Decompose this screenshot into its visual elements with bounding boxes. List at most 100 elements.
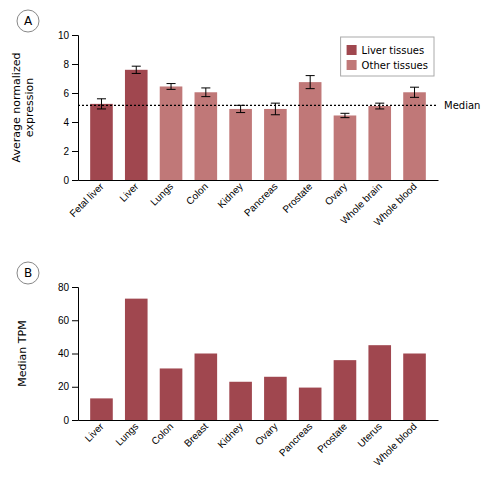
x-tick-label: Whole blood [372, 181, 419, 228]
x-tick: Prostate [280, 180, 314, 215]
bar [160, 86, 183, 180]
error-bar-cap [306, 88, 315, 89]
plot-area [90, 299, 426, 420]
error-bar [167, 84, 176, 90]
y-tick-label: 40 [58, 348, 70, 359]
bar [368, 345, 391, 420]
x-tick: Pancreas [242, 180, 280, 218]
y-axis-title-line: expression [23, 78, 36, 137]
bar [125, 299, 148, 420]
x-tick: Fetal liver [67, 180, 106, 219]
y-tick: 6 [63, 88, 78, 99]
y-tick: 0 [63, 415, 78, 426]
x-tick: Uterus [355, 420, 384, 449]
bar [229, 382, 252, 420]
x-tick-label: Liver [117, 180, 141, 204]
y-tick-label: 4 [63, 117, 69, 128]
x-tick: Breast [182, 420, 210, 449]
x-tick: Kidney [215, 420, 244, 450]
y-tick-label: 60 [58, 315, 70, 326]
y-axis-line [72, 288, 79, 421]
x-tick: Kidney [215, 180, 244, 210]
error-bar [410, 87, 419, 97]
error-bar [340, 113, 349, 117]
x-tick-label: Pancreas [242, 181, 280, 219]
error-bar-cap [167, 83, 176, 84]
error-bar-stem [414, 87, 415, 97]
x-tick-label: Fetal liver [67, 180, 106, 219]
y-axis-line [72, 36, 79, 181]
error-bar-stem [136, 66, 137, 73]
error-bar [375, 103, 384, 109]
median-label: Median [444, 100, 480, 111]
y-axis: 0 20 40 60 80 [58, 282, 79, 426]
error-bar-cap [410, 97, 419, 98]
y-tick-mark [72, 35, 78, 36]
x-tick-label: Lungs [113, 421, 140, 448]
bar [229, 109, 252, 180]
y-tick-label: 0 [63, 415, 69, 426]
x-tick-label: Kidney [215, 421, 244, 450]
x-tick: Liver [83, 420, 107, 444]
plot-area [78, 66, 438, 180]
x-axis: Fetal liverLiverLungsColonKidneyPancreas… [67, 180, 438, 228]
error-bar-cap [201, 96, 210, 97]
error-bar-cap [271, 103, 280, 104]
error-bar-cap [340, 113, 349, 114]
bar [90, 398, 113, 420]
y-tick-label: 6 [63, 88, 69, 99]
bar [299, 82, 322, 180]
y-tick-mark [72, 354, 78, 355]
y-tick-mark [72, 420, 78, 421]
chart: 0246810Fetal liverLiverLungsColonKidneyP… [0, 0, 500, 488]
bar [368, 106, 391, 180]
bar [90, 104, 113, 180]
x-tick: Prostate [315, 420, 349, 455]
error-bar-stem [240, 105, 241, 112]
bar [264, 109, 287, 180]
x-tick: Lungs [113, 420, 140, 448]
x-tick-label: Kidney [215, 181, 244, 210]
y-tick: 80 [58, 282, 78, 293]
error-bar-cap [97, 108, 106, 109]
error-bar [236, 105, 245, 112]
x-tick: Whole blood [372, 420, 419, 468]
y-tick: 2 [63, 146, 78, 157]
y-tick: 0 [63, 175, 78, 186]
y-tick-mark [72, 93, 78, 94]
y-tick: 20 [58, 381, 78, 392]
error-bar [201, 88, 210, 97]
y-tick-mark [72, 287, 78, 288]
y-tick-label: 0 [63, 175, 69, 186]
y-axis-title: Median TPM [16, 320, 29, 386]
y-tick-label: 80 [58, 282, 70, 293]
error-bar-cap [410, 87, 419, 88]
x-tick-label: Whole blood [372, 421, 419, 468]
error-bar [97, 99, 106, 109]
bar [334, 360, 357, 420]
bar [264, 377, 287, 420]
x-tick: Pancreas [277, 420, 315, 458]
x-tick-label: Colon [149, 421, 175, 447]
x-tick: Lungs [148, 180, 175, 208]
error-bar-cap [132, 66, 141, 67]
x-tick: Ovary [253, 420, 280, 447]
y-tick: 4 [63, 117, 78, 128]
x-tick-label: Ovary [323, 181, 350, 208]
y-tick-mark [72, 151, 78, 152]
panel-label-circle [17, 10, 39, 32]
x-tick-label: Uterus [355, 421, 384, 450]
legend-box [341, 37, 434, 76]
legend-label: Liver tissues [362, 45, 425, 56]
y-tick: 8 [63, 59, 78, 70]
x-tick-label: Prostate [315, 420, 349, 454]
panel-label-text: B [24, 266, 32, 280]
y-tick: 60 [58, 315, 78, 326]
x-axis: LiverLungs Colon BreastKidney OvaryPancreas… [79, 420, 439, 468]
y-tick: 10 [58, 30, 78, 41]
median-line [78, 105, 438, 106]
error-bar-stem [310, 76, 311, 89]
bar [160, 368, 183, 420]
x-tick-label: Lungs [148, 181, 175, 208]
y-tick-label: 10 [58, 30, 70, 41]
